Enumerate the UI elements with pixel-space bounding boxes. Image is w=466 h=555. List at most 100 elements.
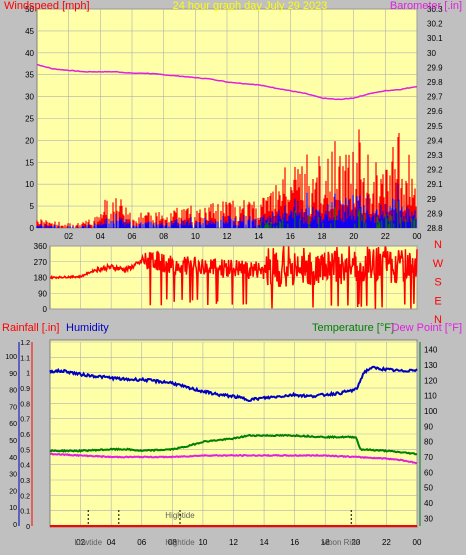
- barometer-axis: 28.8 28.9 29 29.1 29.2 29.3 29.4 29.5 29.6 29.7 29…: [427, 5, 443, 233]
- rainfall-tick-label: 0.4: [20, 463, 30, 470]
- direction-line: [49, 246, 418, 309]
- humidity-label: Humidity: [66, 322, 109, 334]
- barometer-tick-label: 30: [427, 49, 436, 58]
- barometer-tick-label: 29.2: [427, 166, 443, 175]
- barometer-tick-label: 28.9: [427, 209, 443, 218]
- direction-tick-label: 0: [43, 305, 48, 314]
- barometer-tick-label: 29.3: [427, 151, 443, 160]
- windspeed-tick-label: 30: [25, 93, 34, 102]
- x-tick-label: 10: [191, 232, 200, 241]
- barometer-tick-label: 29.4: [427, 136, 443, 145]
- compass-label: W: [433, 258, 444, 270]
- x-tick-label: 22: [381, 232, 390, 241]
- rain-humidity-temp-chart: 00.10.20.30.40.50.60.70.80.911.11.2 0102…: [2, 322, 462, 547]
- rainfall-tick-label: 0.1: [20, 509, 30, 516]
- windspeed-tick-label: 25: [25, 115, 34, 124]
- rainfall-tick-label: 0.8: [20, 401, 30, 408]
- rainfall-tick-label: 0.2: [20, 493, 30, 500]
- windspeed-tick-label: 0: [30, 224, 35, 233]
- humidity-tick-label: 50: [9, 438, 17, 445]
- temperature-tick-label: 130: [424, 361, 438, 370]
- rainfall-axis: 0 0.1 0.2 0.3 0.4 0.5 0.6 0.7 0.8 0.9 1 1.1 1.2: [20, 340, 30, 531]
- temperature-tick-label: 120: [424, 376, 438, 385]
- rainfall-tick-label: 1: [26, 371, 30, 378]
- barometer-tick-label: 29.6: [427, 107, 443, 116]
- barometer-tick-label: 30.3: [427, 5, 443, 14]
- x-tick-label: 12: [223, 232, 232, 241]
- dewpoint-line: [49, 452, 418, 465]
- x-tick-label: 00: [413, 232, 422, 241]
- barometer-tick-label: 30.1: [427, 34, 443, 43]
- barometer-tick-label: 30.2: [427, 20, 443, 29]
- windspeed-tick-label: 5: [30, 202, 35, 211]
- temperature-tick-label: 110: [424, 392, 437, 401]
- barometer-tick-label: 29.7: [427, 93, 443, 102]
- direction-tick-label: 180: [34, 274, 48, 283]
- direction-tick-label: 90: [38, 289, 47, 298]
- humidity-tick-label: 30: [9, 472, 17, 479]
- rainfall-tick-label: 1.1: [20, 355, 30, 362]
- humidity-tick-label: 40: [9, 455, 17, 462]
- tide-marker-lines: [87, 510, 352, 526]
- x-tick-label: 16: [290, 538, 299, 547]
- windspeed-tick-label: 45: [25, 27, 34, 36]
- x-tick-label: 00: [413, 538, 422, 547]
- x-tick-label: 04: [107, 538, 116, 547]
- temperature-tick-label: 90: [424, 422, 433, 431]
- humidity-tick-label: 90: [9, 371, 17, 378]
- x-axis-temp: 02 04 06 08 10 12 14 16 18 20 22 00: [76, 538, 422, 547]
- x-tick-label: 20: [351, 538, 360, 547]
- barometer-tick-label: 29.5: [427, 122, 443, 131]
- x-tick-label: 12: [229, 538, 238, 547]
- x-tick-label: 18: [318, 232, 327, 241]
- temperature-tick-label: 140: [424, 346, 438, 355]
- temperature-label: Temperature [°F]: [312, 322, 394, 334]
- windspeed-tick-label: 10: [25, 180, 34, 189]
- x-tick-label: 02: [76, 538, 85, 547]
- x-tick-label: 10: [198, 538, 207, 547]
- windspeed-tick-label: 35: [25, 71, 34, 80]
- barometer-line: [36, 63, 418, 101]
- humidity-line: [49, 365, 418, 403]
- compass-label: S: [434, 277, 441, 289]
- rainfall-tick-label: 1.2: [20, 340, 30, 347]
- compass-label: N: [434, 239, 442, 251]
- barometer-label: Barometer [.in]: [390, 0, 462, 12]
- barometer-tick-label: 29.1: [427, 180, 443, 189]
- temperature-tick-label: 60: [424, 468, 433, 477]
- x-tick-label: 18: [321, 538, 330, 547]
- humidity-tick-label: 80: [9, 388, 17, 395]
- temperature-tick-label: 50: [424, 484, 433, 493]
- direction-tick-label: 360: [34, 242, 48, 251]
- rainfall-tick-label: 0.6: [20, 432, 30, 439]
- rainfall-tick-label: 0: [26, 524, 30, 531]
- tide-annotation: Moon Rise: [321, 538, 360, 547]
- direction-axis: 0 90 180 270 360: [34, 242, 48, 314]
- temperature-tick-label: 30: [424, 514, 433, 523]
- direction-tick-label: 270: [34, 258, 48, 267]
- humidity-tick-label: 70: [9, 404, 17, 411]
- windspeed-tick-label: 20: [25, 136, 34, 145]
- windspeed-label: Windspeed [mph]: [4, 0, 90, 12]
- x-tick-label: 14: [254, 232, 263, 241]
- x-tick-label: 06: [137, 538, 146, 547]
- barometer-tick-label: 29: [427, 195, 436, 204]
- temperature-tick-label: 40: [424, 499, 433, 508]
- windspeed-bars: [36, 129, 417, 228]
- tide-annotation: Hightide: [165, 538, 195, 547]
- windspeed-axis: 0 5 10 15 20 25 30 35 40 45 50: [25, 5, 34, 233]
- barometer-tick-label: 29.9: [427, 63, 443, 72]
- temperature-tick-label: 100: [424, 407, 438, 416]
- windspeed-tick-label: 15: [25, 158, 34, 167]
- rainfall-tick-label: 0.3: [20, 478, 30, 485]
- temperature-line: [49, 433, 418, 456]
- x-tick-label: 08: [159, 232, 168, 241]
- windspeed-tick-label: 50: [25, 5, 34, 14]
- x-tick-label: 20: [349, 232, 358, 241]
- x-tick-label: 08: [168, 538, 177, 547]
- humidity-tick-label: 10: [9, 505, 17, 512]
